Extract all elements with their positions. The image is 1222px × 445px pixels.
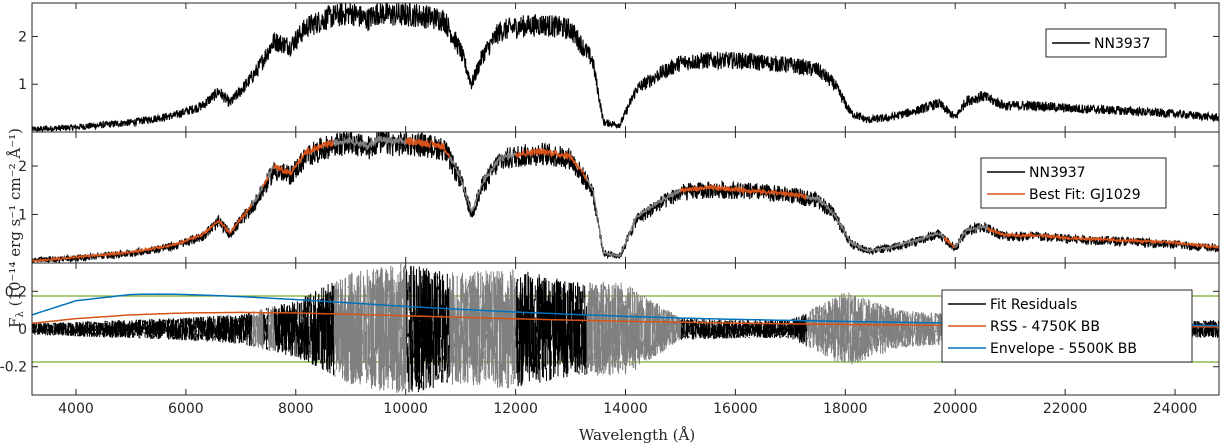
y-axis-label-units: (10⁻¹⁴ erg s⁻¹ cm⁻² Å⁻¹): [6, 128, 24, 306]
y-tick-label: 0: [18, 322, 27, 338]
y-axis-label-main: F: [6, 318, 24, 328]
masked-region-line: [805, 194, 945, 254]
legend-box: [980, 157, 1167, 209]
y-tick-label: 1: [18, 207, 27, 223]
masked-region-line: [954, 224, 989, 249]
masked-residuals-line: [251, 263, 989, 393]
series-line-best-fit: [987, 227, 1219, 250]
y-tick-label: 0.2: [5, 284, 27, 300]
x-tick-label: 6000: [168, 401, 204, 417]
x-tick-label: 12000: [493, 401, 538, 417]
plot-area-middle: [32, 132, 1219, 263]
series-line-best-fit: [405, 136, 450, 160]
x-axis-label: Wavelength (Å): [579, 426, 695, 444]
x-tick-label: 18000: [823, 401, 868, 417]
legend-label: Envelope - 5500K BB: [990, 341, 1137, 357]
x-tick-label: 20000: [933, 401, 978, 417]
y-axis-label: Fλ (10⁻¹⁴ erg s⁻¹ cm⁻² Å⁻¹): [6, 128, 26, 328]
series-line-nn3937: [32, 3, 1219, 132]
masked-region-line: [251, 184, 264, 207]
y-axis-label-sub: λ: [15, 311, 26, 318]
series-line-best-fit: [679, 184, 808, 201]
masked-region-line: [448, 151, 516, 213]
legend-label: NN3937: [1094, 36, 1151, 52]
series-line-best-fit: [262, 174, 269, 188]
x-tick-label: 10000: [383, 401, 428, 417]
legend-label: NN3937: [1029, 165, 1086, 181]
x-tick-label: 14000: [603, 401, 648, 417]
y-tick-label: 2: [18, 29, 27, 45]
x-tick-label: 24000: [1153, 401, 1198, 417]
masked-region-line: [267, 165, 275, 179]
plot-area-top: [32, 3, 1219, 132]
y-tick-label: 1: [18, 77, 27, 93]
x-tick-label: 22000: [1043, 401, 1088, 417]
masked-region-line: [586, 177, 681, 258]
series-line-best-fit: [273, 139, 335, 176]
masked-region-line: [333, 135, 407, 151]
legend-label: RSS - 4750K BB: [990, 319, 1100, 335]
series-line-best-fit: [943, 235, 956, 249]
legend-middle: NN3937 Best Fit: GJ1029: [980, 157, 1167, 209]
y-tick-label: 2: [18, 159, 27, 175]
legend-top: NN3937: [1045, 28, 1167, 58]
legend-bottom: Fit Residuals RSS - 4750K BB Envelope - 55…: [941, 289, 1193, 363]
series-line-best-fit: [32, 203, 253, 263]
x-tick-label: 4000: [58, 401, 94, 417]
x-tick-label: 8000: [278, 401, 314, 417]
legend-label: Fit Residuals: [990, 297, 1077, 313]
panel-middle: 1 2 NN3937 Best Fit: GJ1029: [18, 131, 1220, 264]
panel-top: 1 2 NN3937: [18, 2, 1220, 133]
legend-label: Best Fit: GJ1029: [1029, 187, 1141, 203]
y-tick-label: -0.2: [0, 360, 27, 376]
panel-bottom: -0.2 0 0.2 4000 6000 8000 10000 12000 14000 16000…: [0, 262, 1220, 417]
series-line-best-fit: [514, 147, 588, 182]
legend-box: [1045, 28, 1167, 58]
x-tick-label: 16000: [713, 401, 758, 417]
